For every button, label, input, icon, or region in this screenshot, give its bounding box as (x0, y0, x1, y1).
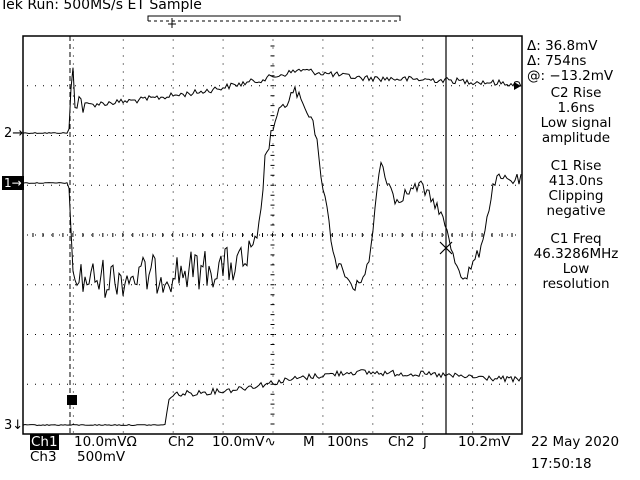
measurement-2-note-2: negative (546, 203, 606, 219)
ch3-ground-marker[interactable]: 3↓ (4, 418, 24, 433)
time-display: 17:50:18 (531, 456, 592, 472)
cursor-absolute-voltage: @: −13.2mV (527, 68, 614, 84)
graticule-grid (22, 35, 516, 435)
trigger-level-arrow-icon[interactable] (514, 82, 521, 90)
timebase-label: M (303, 434, 315, 450)
ch2-scale[interactable]: 10.0mV∿ (212, 434, 276, 450)
timebase-value[interactable]: 100ns (327, 434, 369, 450)
cursor-delta-time: Δ: 754ns (527, 53, 587, 69)
measurement-2-note: Clipping (548, 188, 604, 204)
ch1-label[interactable]: Ch1 (30, 434, 59, 450)
measurement-3-value: 46.3286MHz (533, 246, 619, 262)
trigger-position-marker[interactable] (67, 395, 77, 405)
ch1-ground-marker[interactable]: 1→ (2, 176, 24, 190)
cursor-crosshair-icon (439, 241, 453, 255)
ch1-trace (22, 84, 522, 298)
acquisition-status: Tek Run: 500MS/s ET Sample (0, 0, 202, 13)
date-display: 22 May 2020 (531, 434, 620, 450)
measurement-1-value: 1.6ns (557, 100, 595, 116)
cursor-delta-voltage: Δ: 36.8mV (527, 38, 598, 54)
measurement-1-note-2: amplitude (541, 130, 611, 146)
record-length-indicator (147, 15, 401, 28)
ch3-scale[interactable]: 500mV (77, 449, 126, 465)
ch2-ground-marker[interactable]: 2→ (4, 126, 24, 141)
measurement-2-name: C1 Rise (550, 158, 602, 174)
measurement-1-note: Low signal (540, 115, 612, 131)
measurement-1-name: C2 Rise (550, 85, 602, 101)
trigger-source[interactable]: Ch2 (388, 434, 415, 450)
measurement-3-note-2: resolution (542, 276, 610, 292)
ch1-scale[interactable]: 10.0mVΩ (74, 434, 137, 450)
measurement-3-note: Low (562, 261, 590, 277)
ch3-label[interactable]: Ch3 (30, 449, 57, 465)
trigger-slope-icon[interactable]: ʃ (423, 434, 428, 450)
measurement-3-name: C1 Freq (550, 231, 602, 247)
graticule-dots (22, 35, 516, 435)
ch2-trace (22, 67, 522, 135)
measurement-2-value: 413.0ns (548, 173, 604, 189)
ch2-label[interactable]: Ch2 (168, 434, 195, 450)
trigger-level[interactable]: 10.2mV (458, 434, 511, 450)
ch3-trace (22, 369, 522, 427)
